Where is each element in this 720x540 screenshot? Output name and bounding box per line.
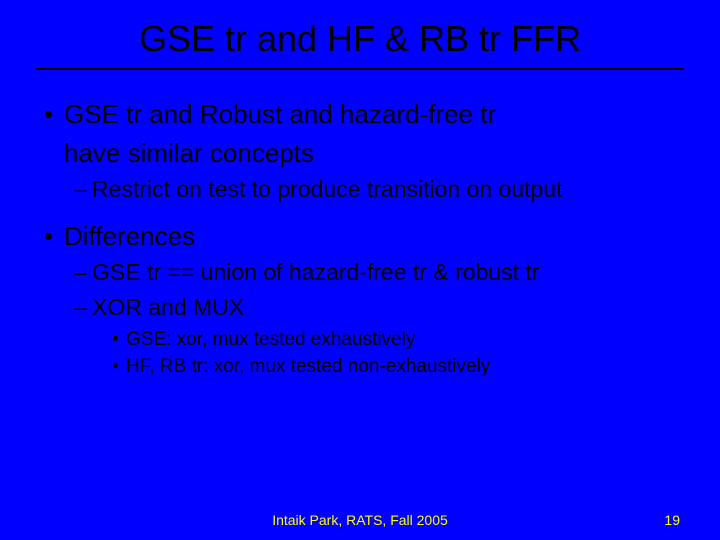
bullet-dot-icon: • <box>112 355 126 379</box>
bullet-2-sub-1-text: GSE tr == union of hazard-free tr & robu… <box>92 259 539 285</box>
bullet-2-text: Differences <box>64 221 195 251</box>
slide-title: GSE tr and HF & RB tr FFR <box>0 0 720 68</box>
bullet-1-sub-1: –Restrict on test to produce transition … <box>36 175 684 204</box>
title-divider <box>36 68 684 70</box>
bullet-2-sub-2-b: •HF, RB tr: xor, mux tested non-exhausti… <box>36 355 684 379</box>
bullet-2-sub-2-text: XOR and MUX <box>92 294 244 320</box>
bullet-2-sub-2-b-text: HF, RB tr: xor, mux tested non-exhaustiv… <box>126 356 490 377</box>
bullet-1-sub-1-text: Restrict on test to produce transition o… <box>92 176 563 202</box>
dash-icon: – <box>74 258 92 287</box>
bullet-2: •Differences <box>36 220 684 253</box>
bullet-1-text-line2: have similar concepts <box>36 137 684 170</box>
dash-icon: – <box>74 175 92 204</box>
dash-icon: – <box>74 293 92 322</box>
bullet-2-sub-2: –XOR and MUX <box>36 293 684 322</box>
bullet-dot-icon: • <box>44 220 64 253</box>
footer-center-text: Intaik Park, RATS, Fall 2005 <box>272 512 448 528</box>
bullet-1-text-line1: GSE tr and Robust and hazard-free tr <box>64 99 496 129</box>
bullet-dot-icon: • <box>44 98 64 131</box>
bullet-2-sub-1: –GSE tr == union of hazard-free tr & rob… <box>36 258 684 287</box>
bullet-2-sub-2-a: •GSE: xor, mux tested exhaustively <box>36 328 684 352</box>
slide-content: •GSE tr and Robust and hazard-free tr ha… <box>0 98 720 378</box>
bullet-dot-icon: • <box>112 328 126 352</box>
bullet-2-sub-2-a-text: GSE: xor, mux tested exhaustively <box>126 329 415 350</box>
slide-footer: Intaik Park, RATS, Fall 2005 19 <box>0 512 720 528</box>
bullet-1: •GSE tr and Robust and hazard-free tr <box>36 98 684 131</box>
page-number: 19 <box>664 512 680 528</box>
